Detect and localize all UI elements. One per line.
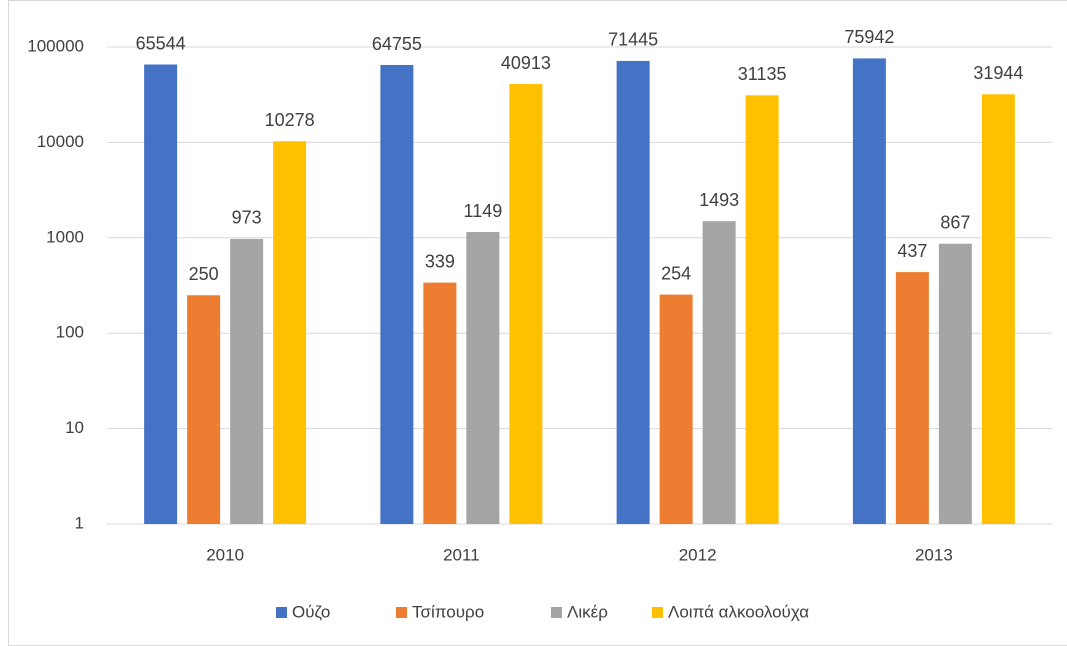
bar — [981, 94, 1015, 525]
data-label: 437 — [897, 241, 927, 261]
legend-label: Τσίπουρο — [412, 602, 484, 621]
data-label: 64755 — [372, 34, 422, 54]
bar — [380, 65, 414, 525]
x-tick-label: 2010 — [206, 545, 244, 564]
bar — [144, 64, 178, 525]
data-label: 31135 — [738, 64, 787, 84]
legend-label: Ούζο — [292, 602, 330, 621]
data-label: 31944 — [973, 63, 1023, 83]
legend-swatch — [276, 607, 287, 618]
legend-swatch — [551, 607, 562, 618]
x-tick-label: 2011 — [443, 545, 480, 564]
data-label: 75942 — [844, 27, 894, 47]
bar — [509, 84, 543, 524]
x-tick-label: 2013 — [915, 545, 953, 564]
bar — [895, 272, 929, 524]
y-tick-label: 100 — [56, 323, 84, 342]
y-tick-label: 1 — [75, 513, 84, 532]
legend-swatch — [396, 607, 407, 618]
bar — [187, 295, 221, 524]
bar — [702, 221, 736, 524]
y-tick-label: 10 — [65, 418, 84, 437]
y-tick-label: 1000 — [46, 227, 84, 246]
data-label: 1493 — [699, 190, 739, 210]
bar — [852, 58, 886, 525]
legend-label: Λοιπά αλκοολούχα — [668, 602, 809, 621]
data-label: 71445 — [608, 30, 658, 50]
data-label: 250 — [189, 264, 219, 284]
data-label: 339 — [425, 251, 455, 271]
y-tick-label: 10000 — [37, 132, 84, 151]
data-label: 867 — [940, 212, 970, 232]
y-tick-label: 100000 — [27, 36, 84, 55]
x-tick-label: 2012 — [679, 545, 717, 564]
bar — [466, 232, 500, 524]
bar — [423, 282, 457, 524]
bar — [745, 95, 779, 524]
data-label: 254 — [661, 263, 691, 283]
bar — [659, 294, 693, 524]
data-label: 1149 — [464, 201, 503, 221]
legend-label: Λικέρ — [567, 602, 608, 621]
bar — [273, 141, 307, 524]
bar — [616, 60, 650, 524]
bar — [230, 238, 264, 525]
data-label: 10278 — [265, 110, 315, 130]
data-label: 973 — [232, 208, 262, 228]
bar — [938, 243, 972, 524]
legend-swatch — [652, 607, 663, 618]
data-label: 40913 — [501, 53, 551, 73]
data-label: 65544 — [136, 33, 186, 53]
